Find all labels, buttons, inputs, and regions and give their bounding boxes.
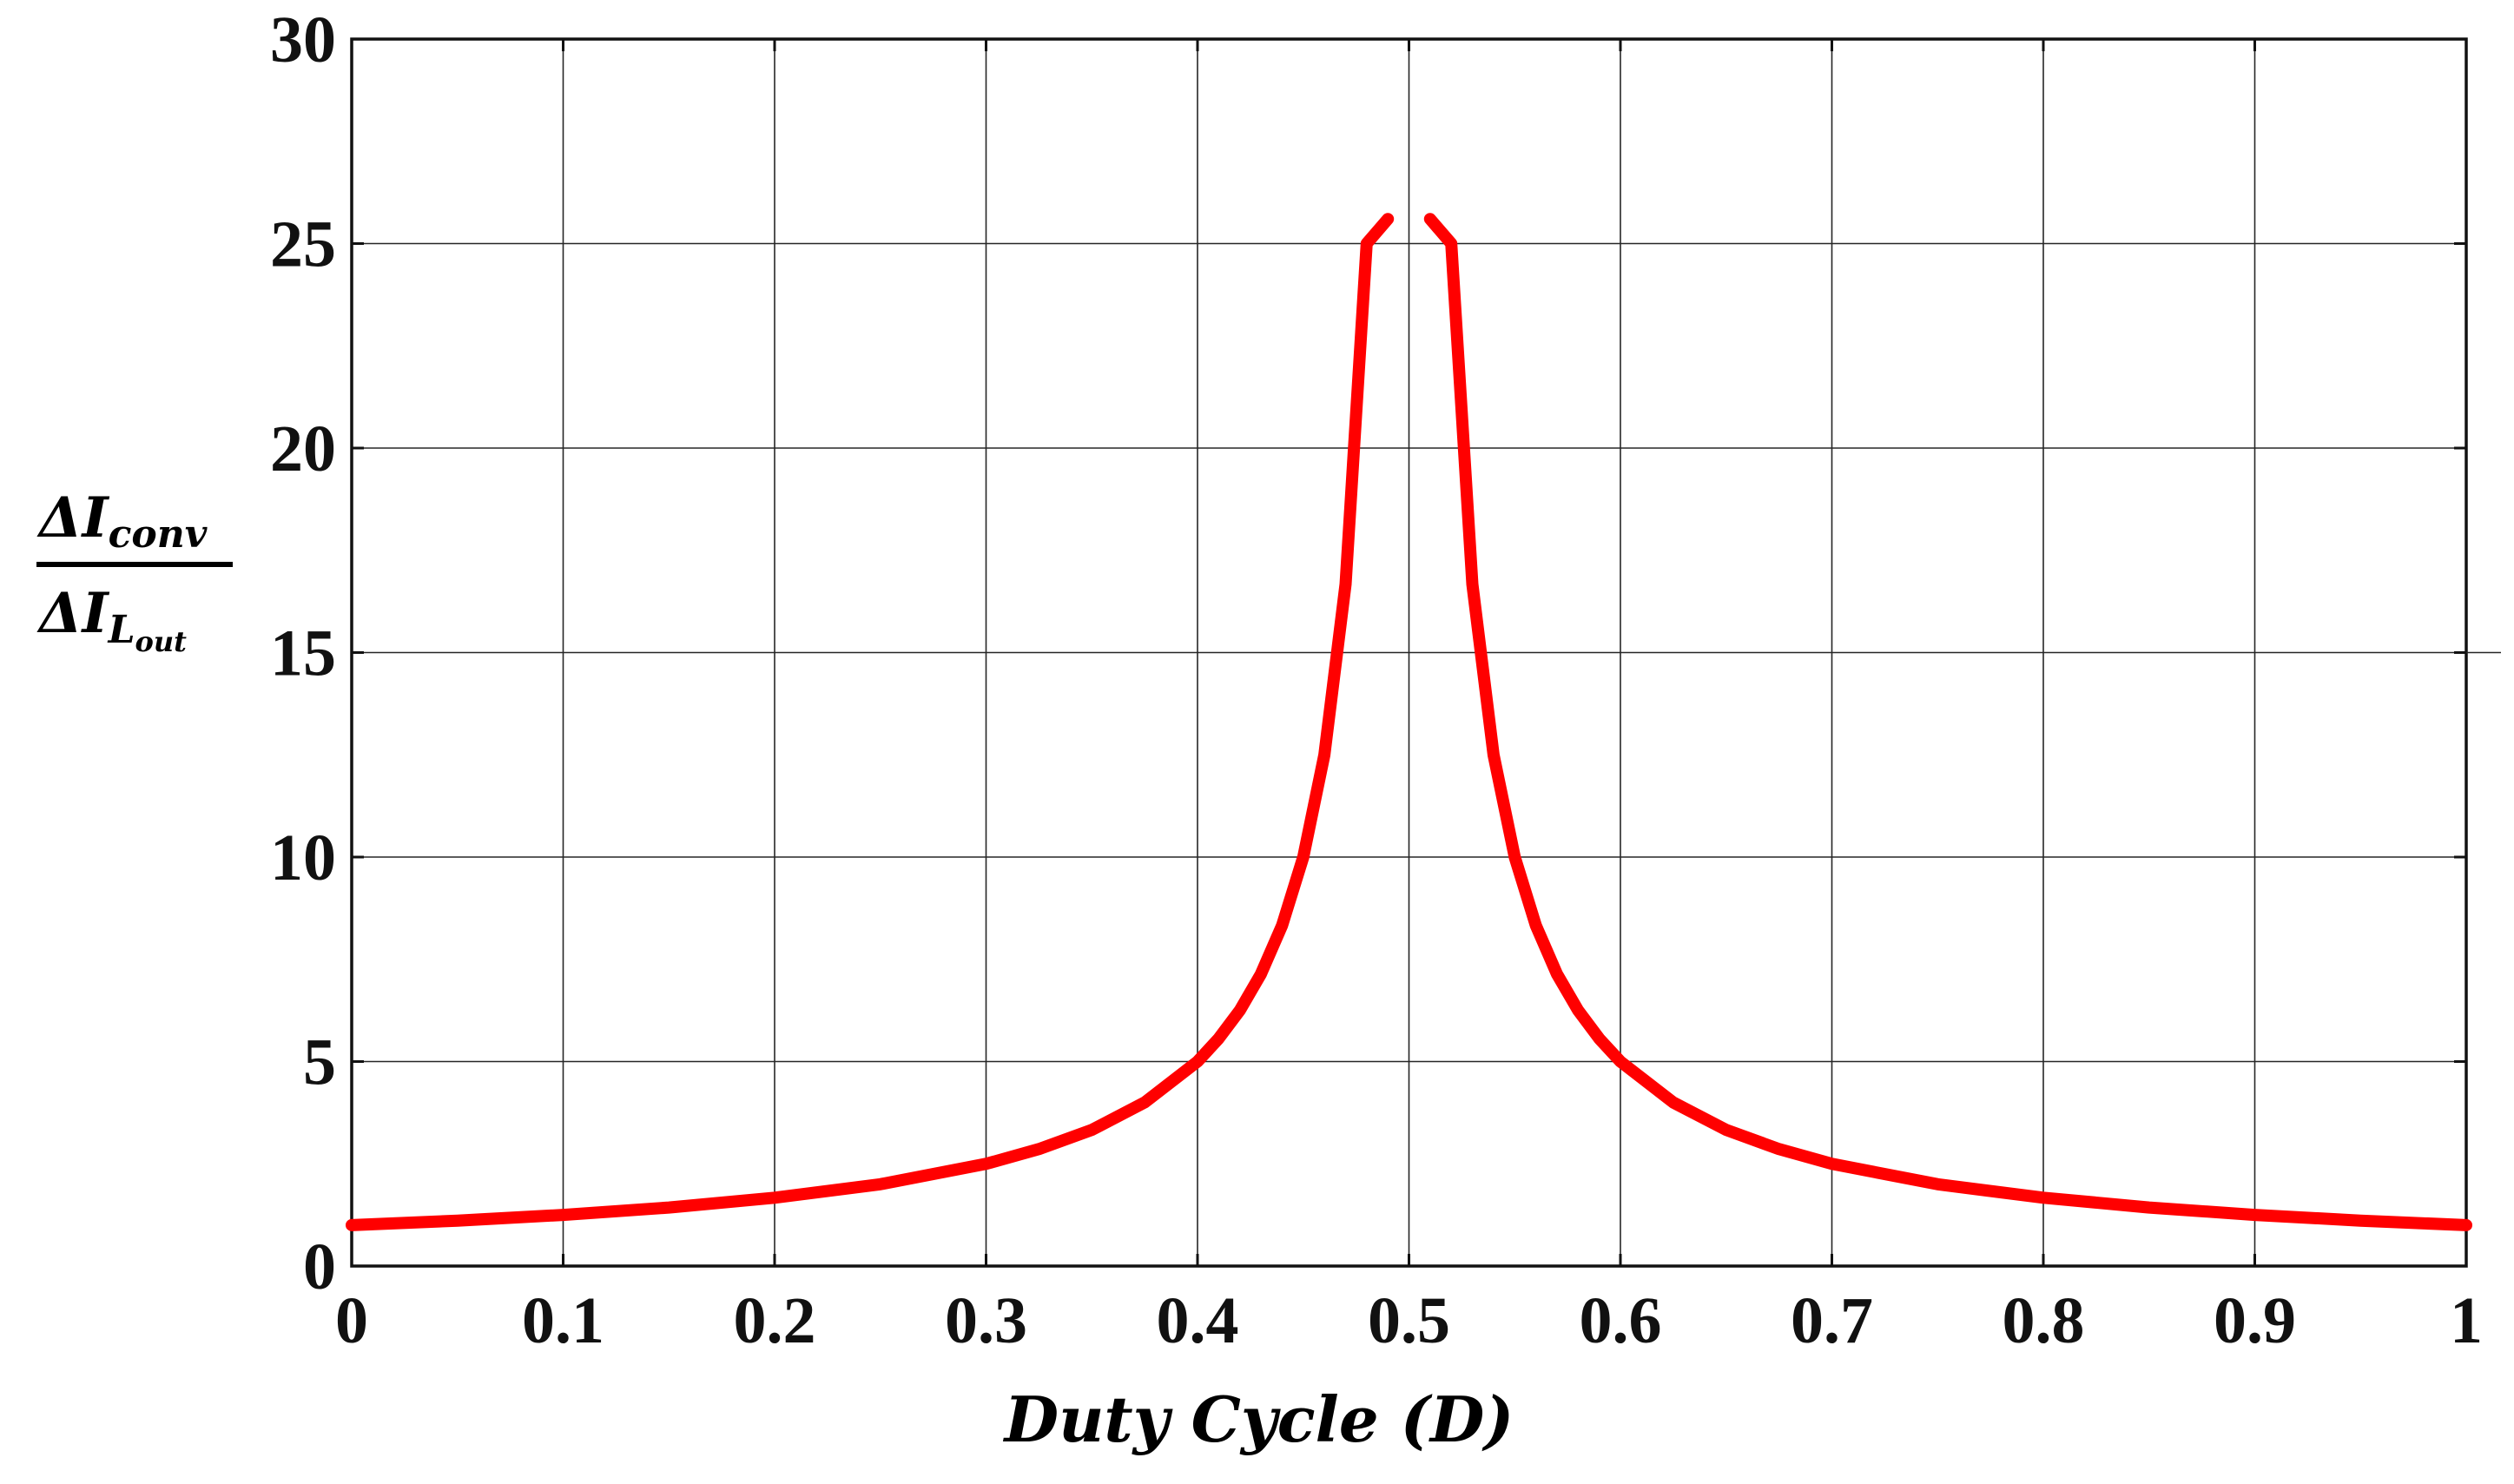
x-tick-label: 0.1 bbox=[522, 1284, 604, 1357]
y-tick-label: 5 bbox=[303, 1026, 336, 1099]
y-tick-label: 30 bbox=[270, 3, 336, 76]
x-tick-label: 1 bbox=[2450, 1284, 2483, 1357]
y-tick-label: 10 bbox=[270, 821, 336, 894]
grid bbox=[352, 39, 2466, 1266]
tick-marks bbox=[350, 37, 2468, 1268]
y-tick-label: 25 bbox=[270, 208, 336, 281]
y-tick-label: 0 bbox=[303, 1230, 336, 1303]
x-tick-labels: 0 0.1 0.2 0.3 0.4 0.5 0.6 0.7 0.8 0.9 1 bbox=[335, 1284, 2483, 1357]
series-line bbox=[346, 213, 1395, 1231]
y-tick-labels: 0 5 10 15 20 25 30 bbox=[270, 3, 336, 1303]
x-tick-label: 0.2 bbox=[734, 1284, 816, 1357]
y-tick-label: 20 bbox=[270, 412, 336, 485]
x-tick-label: 0.8 bbox=[2003, 1284, 2085, 1357]
x-tick-label: 0.3 bbox=[945, 1284, 1027, 1357]
x-tick-label: 0.9 bbox=[2214, 1284, 2296, 1357]
series-line bbox=[1423, 213, 2472, 1231]
x-tick-label: 0.6 bbox=[1580, 1284, 1662, 1357]
y-tick-label: 15 bbox=[270, 617, 336, 690]
y-axis-label-denominator: ΔILout bbox=[36, 581, 187, 658]
x-tick-label: 0 bbox=[335, 1284, 368, 1357]
x-tick-label: 0.5 bbox=[1368, 1284, 1450, 1357]
y-axis-label: ΔIconv ΔILout bbox=[36, 485, 233, 658]
x-axis-label: Duty Cycle (D) bbox=[1003, 1382, 1514, 1456]
x-tick-label: 0.4 bbox=[1157, 1284, 1239, 1357]
y-axis-label-numerator: ΔIconv bbox=[36, 485, 208, 557]
x-tick-label: 0.7 bbox=[1791, 1284, 1873, 1357]
series bbox=[346, 213, 2472, 1231]
